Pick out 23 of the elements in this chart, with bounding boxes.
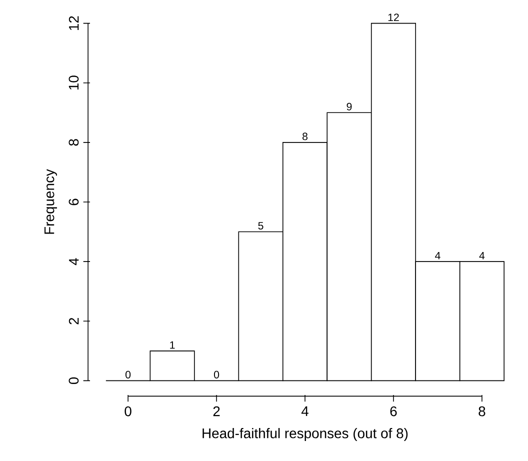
x-tick-label: 4 bbox=[301, 406, 308, 416]
data-label: 1 bbox=[170, 341, 175, 349]
y-tick-label: 8 bbox=[68, 139, 79, 146]
y-tick-label: 6 bbox=[68, 198, 79, 206]
y-tick-label: 2 bbox=[68, 318, 79, 324]
x-tick-label: 8 bbox=[478, 406, 486, 416]
x-tick-label: 2 bbox=[213, 406, 220, 416]
data-label: 4 bbox=[479, 252, 485, 260]
y-tick-label: 10 bbox=[68, 76, 79, 90]
y-tick-label: 0 bbox=[68, 377, 79, 384]
data-label: 0 bbox=[214, 370, 220, 378]
y-axis-title: Frequency bbox=[44, 169, 57, 234]
data-label: 5 bbox=[258, 222, 264, 230]
x-axis-title: Head-faithful responses (out of 8) bbox=[202, 428, 408, 442]
data-label: 8 bbox=[302, 132, 308, 140]
x-tick-label: 0 bbox=[124, 406, 132, 416]
data-label: 9 bbox=[346, 102, 352, 110]
y-tick-label: 12 bbox=[68, 16, 79, 30]
data-label: 4 bbox=[435, 252, 440, 260]
x-tick-label: 6 bbox=[390, 406, 397, 416]
data-label: 12 bbox=[388, 14, 399, 22]
data-label: 0 bbox=[126, 370, 131, 378]
y-tick-label: 4 bbox=[69, 258, 79, 266]
